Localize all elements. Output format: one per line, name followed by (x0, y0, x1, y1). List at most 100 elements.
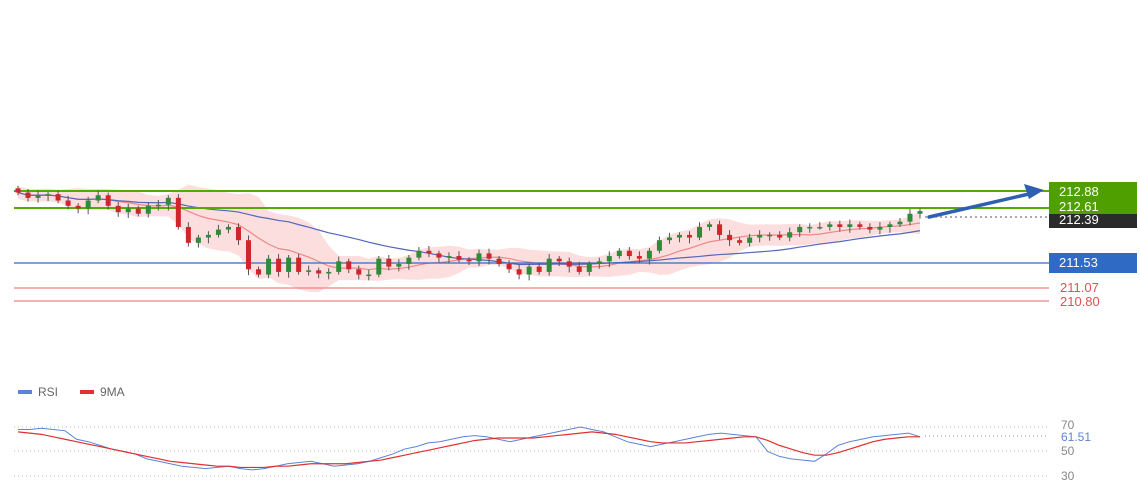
candle-down (837, 224, 843, 227)
candle-up (336, 261, 342, 272)
candle-down (346, 261, 352, 270)
candle-up (35, 195, 41, 198)
candle-up (797, 226, 803, 233)
candle-down (777, 234, 783, 238)
candle-down (576, 266, 582, 272)
ma-legend-swatch (80, 390, 94, 394)
candle-down (75, 205, 81, 209)
candle-up (476, 253, 482, 262)
rsi-ma-line (17, 431, 920, 469)
rsi-tick-50: 50 (1061, 444, 1075, 458)
candle-down (296, 257, 302, 272)
candle-down (256, 269, 262, 275)
candle-down (235, 226, 241, 241)
candle-up (807, 226, 813, 229)
candle-down (175, 197, 181, 227)
rsi-tick-30: 30 (1061, 469, 1075, 483)
candle-up (416, 250, 422, 258)
candle-down (516, 269, 522, 275)
candle-up (205, 234, 211, 238)
candle-up (195, 237, 201, 243)
rsi-legend-label: RSI (38, 385, 59, 399)
rsi-line (18, 426, 921, 471)
resistance-tag-1: 212.88 (1049, 182, 1137, 202)
candle-down (135, 208, 141, 214)
rsi-tick-70: 70 (1061, 418, 1075, 432)
candle-down (185, 226, 191, 243)
rsi-legend-swatch (18, 390, 32, 394)
outlook-arrow-icon (927, 184, 1044, 219)
candle-up (616, 250, 622, 257)
candle-down (356, 269, 362, 275)
candle-up (697, 226, 703, 238)
candle-up (95, 195, 101, 201)
bollinger-band (18, 184, 920, 293)
candle-down (506, 263, 512, 270)
candle-up (817, 226, 823, 229)
candle-up (656, 240, 662, 251)
candle-down (426, 250, 432, 254)
minor-support-label-1: 211.07 (1060, 280, 1099, 295)
candle-up (596, 261, 602, 264)
candlestick-series (15, 185, 923, 281)
candle-up (707, 224, 713, 227)
candle-down (626, 250, 632, 257)
candle-down (556, 258, 562, 262)
candle-up (286, 257, 292, 272)
candle-up (225, 226, 231, 230)
candle-up (406, 257, 412, 264)
candle-down (276, 258, 282, 272)
candle-up (897, 221, 903, 225)
candle-down (436, 253, 442, 258)
candle-up (45, 194, 51, 196)
candle-up (877, 226, 883, 230)
candle-up (165, 197, 171, 205)
candle-down (486, 253, 492, 259)
candle-down (386, 258, 392, 267)
candle-up (606, 256, 612, 262)
candle-down (737, 240, 743, 243)
candle-up (85, 200, 91, 209)
candle-up (666, 237, 672, 241)
candle-down (717, 224, 723, 235)
candle-up (676, 234, 682, 238)
candle-up (266, 258, 272, 275)
candle-down (636, 256, 642, 259)
candle-down (566, 261, 572, 267)
candle-down (686, 234, 692, 238)
resistance-tag-2: 212.61 (1049, 198, 1137, 216)
candle-up (917, 211, 923, 214)
candle-up (847, 224, 853, 227)
candle-up (446, 256, 452, 258)
candle-up (145, 205, 151, 214)
candle-up (546, 258, 552, 272)
candle-down (867, 226, 873, 230)
candle-down (456, 256, 462, 260)
candle-up (376, 258, 382, 275)
rsi-current-value: 61.51 (1061, 430, 1092, 444)
candle-up (215, 229, 221, 235)
candle-down (55, 194, 61, 201)
last-price-tag: 212.39 (1049, 214, 1137, 228)
candle-down (727, 234, 733, 241)
candle-up (306, 270, 312, 272)
candle-down (857, 224, 863, 227)
candle-up (787, 232, 793, 238)
candle-up (887, 224, 893, 227)
candle-up (326, 271, 332, 274)
candle-up (586, 263, 592, 272)
candle-down (536, 266, 542, 272)
candle-up (757, 234, 763, 238)
candle-up (747, 237, 753, 243)
support-tag: 211.53 (1049, 253, 1137, 273)
candle-up (396, 263, 402, 267)
candle-up (767, 234, 773, 237)
candle-down (105, 195, 111, 206)
candle-up (155, 204, 161, 207)
candle-up (526, 266, 532, 275)
candle-down (25, 192, 31, 198)
candle-up (907, 213, 913, 222)
candle-down (115, 205, 121, 213)
candle-down (316, 270, 322, 274)
